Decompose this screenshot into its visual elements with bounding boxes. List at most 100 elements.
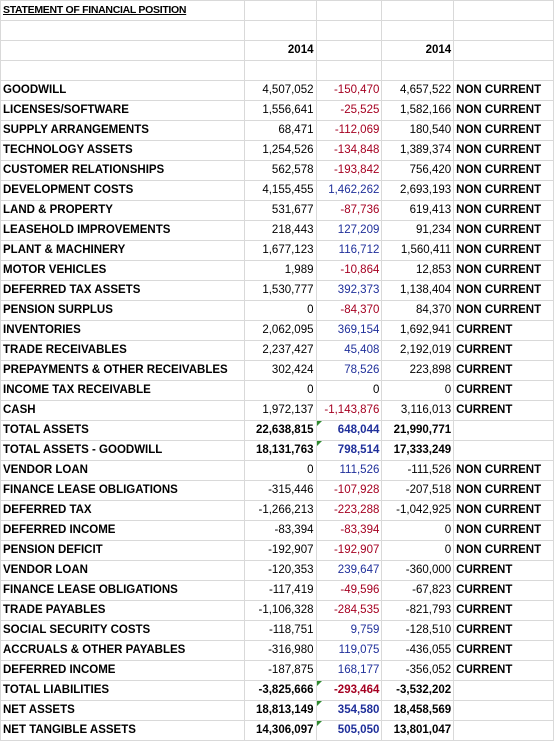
change-cell[interactable]: 78,526 [315,360,383,381]
value-2014-cell[interactable]: 4,155,455 [243,180,317,201]
change-cell[interactable]: 45,408 [315,340,383,361]
value-prior-cell[interactable]: 18,458,569 [381,700,455,721]
value-prior-cell[interactable]: -1,042,925 [381,500,455,521]
row-label[interactable]: MOTOR VEHICLES [0,260,245,281]
cell[interactable] [381,0,455,21]
row-label[interactable]: LAND & PROPERTY [0,200,245,221]
row-label[interactable]: SOCIAL SECURITY COSTS [0,620,245,641]
classification-cell[interactable]: NON CURRENT [453,460,554,481]
cell[interactable] [0,60,245,81]
change-cell[interactable]: 1,462,262 [315,180,383,201]
row-label[interactable]: DEVELOPMENT COSTS [0,180,245,201]
value-prior-cell[interactable]: -3,532,202 [381,680,455,701]
value-2014-cell[interactable]: 2,062,095 [243,320,317,341]
classification-cell[interactable]: CURRENT [453,620,554,641]
value-prior-cell[interactable]: 0 [381,520,455,541]
value-prior-cell[interactable]: 1,138,404 [381,280,455,301]
change-cell[interactable]: -25,525 [315,100,383,121]
classification-cell[interactable]: NON CURRENT [453,540,554,561]
value-2014-cell[interactable]: -316,980 [243,640,317,661]
classification-cell[interactable]: NON CURRENT [453,180,554,201]
value-prior-cell[interactable]: 1,582,166 [381,100,455,121]
value-prior-cell[interactable]: -821,793 [381,600,455,621]
classification-cell[interactable]: NON CURRENT [453,220,554,241]
value-prior-cell[interactable]: -207,518 [381,480,455,501]
classification-cell[interactable]: NON CURRENT [453,100,554,121]
row-label[interactable]: DEFERRED TAX ASSETS [0,280,245,301]
value-prior-cell[interactable]: 0 [381,380,455,401]
value-prior-cell[interactable]: -128,510 [381,620,455,641]
value-2014-cell[interactable]: 18,813,149 [243,700,317,721]
classification-cell[interactable]: NON CURRENT [453,160,554,181]
value-prior-cell[interactable]: 84,370 [381,300,455,321]
cell[interactable] [315,60,383,81]
cell[interactable] [453,20,554,41]
change-cell[interactable]: -84,370 [315,300,383,321]
change-cell[interactable]: 392,373 [315,280,383,301]
classification-cell[interactable]: CURRENT [453,360,554,381]
change-cell[interactable]: 116,712 [315,240,383,261]
classification-cell[interactable]: NON CURRENT [453,260,554,281]
value-2014-cell[interactable]: 562,578 [243,160,317,181]
value-2014-cell[interactable]: -118,751 [243,620,317,641]
classification-cell[interactable] [453,420,554,441]
value-2014-cell[interactable]: 1,556,641 [243,100,317,121]
value-prior-cell[interactable]: 13,801,047 [381,720,455,741]
cell[interactable] [453,60,554,81]
classification-cell[interactable]: CURRENT [453,380,554,401]
value-2014-cell[interactable]: 1,989 [243,260,317,281]
classification-cell[interactable]: CURRENT [453,560,554,581]
value-2014-cell[interactable]: 68,471 [243,120,317,141]
classification-cell[interactable]: NON CURRENT [453,140,554,161]
row-label[interactable]: NET TANGIBLE ASSETS [0,720,245,741]
change-cell[interactable]: 505,050 [315,720,383,741]
year-header-current[interactable]: 2014 [243,40,317,61]
classification-cell[interactable]: NON CURRENT [453,240,554,261]
value-prior-cell[interactable]: 2,192,019 [381,340,455,361]
row-label[interactable]: TRADE RECEIVABLES [0,340,245,361]
change-cell[interactable]: -87,736 [315,200,383,221]
change-cell[interactable]: 127,209 [315,220,383,241]
sheet-title-cell[interactable]: STATEMENT OF FINANCIAL POSITION [0,0,245,21]
change-cell[interactable]: -112,069 [315,120,383,141]
value-2014-cell[interactable]: 302,424 [243,360,317,381]
row-label[interactable]: TRADE PAYABLES [0,600,245,621]
row-label[interactable]: PENSION DEFICIT [0,540,245,561]
change-cell[interactable]: 648,044 [315,420,383,441]
row-label[interactable]: LICENSES/SOFTWARE [0,100,245,121]
cell[interactable] [0,20,245,41]
change-cell[interactable]: -150,470 [315,80,383,101]
value-prior-cell[interactable]: 1,389,374 [381,140,455,161]
value-2014-cell[interactable]: -120,353 [243,560,317,581]
row-label[interactable]: CUSTOMER RELATIONSHIPS [0,160,245,181]
change-cell[interactable]: 354,580 [315,700,383,721]
value-prior-cell[interactable]: -436,055 [381,640,455,661]
classification-cell[interactable]: NON CURRENT [453,520,554,541]
value-2014-cell[interactable]: -1,266,213 [243,500,317,521]
change-cell[interactable]: -49,596 [315,580,383,601]
row-label[interactable]: DEFERRED INCOME [0,520,245,541]
change-cell[interactable]: 239,647 [315,560,383,581]
value-prior-cell[interactable]: 756,420 [381,160,455,181]
classification-cell[interactable]: NON CURRENT [453,200,554,221]
classification-cell[interactable]: CURRENT [453,640,554,661]
classification-cell[interactable]: CURRENT [453,580,554,601]
row-label[interactable]: LEASEHOLD IMPROVEMENTS [0,220,245,241]
change-cell[interactable]: 798,514 [315,440,383,461]
classification-cell[interactable]: NON CURRENT [453,500,554,521]
value-2014-cell[interactable]: 1,254,526 [243,140,317,161]
classification-cell[interactable]: NON CURRENT [453,300,554,321]
change-cell[interactable]: 369,154 [315,320,383,341]
change-cell[interactable]: -192,907 [315,540,383,561]
cell[interactable] [315,20,383,41]
row-label[interactable]: SUPPLY ARRANGEMENTS [0,120,245,141]
change-cell[interactable]: -284,535 [315,600,383,621]
row-label[interactable]: CASH [0,400,245,421]
row-label[interactable]: INCOME TAX RECEIVABLE [0,380,245,401]
value-prior-cell[interactable]: 1,560,411 [381,240,455,261]
change-cell[interactable]: 0 [315,380,383,401]
cell[interactable] [0,40,245,61]
value-prior-cell[interactable]: 17,333,249 [381,440,455,461]
row-label[interactable]: FINANCE LEASE OBLIGATIONS [0,480,245,501]
row-label[interactable]: PENSION SURPLUS [0,300,245,321]
